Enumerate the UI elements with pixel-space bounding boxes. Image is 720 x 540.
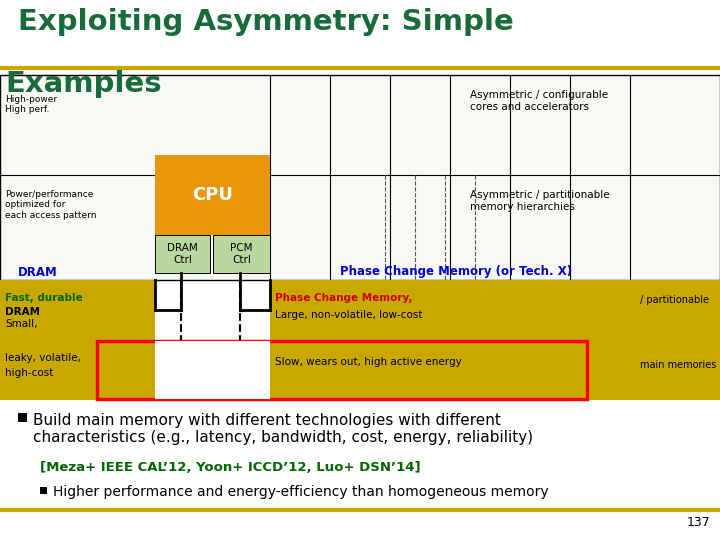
Text: Small,: Small, <box>5 319 37 329</box>
Bar <box>18 413 27 422</box>
Text: DRAM: DRAM <box>18 266 58 279</box>
Text: Examples: Examples <box>5 70 161 98</box>
Text: Large, non-volatile, low-cost: Large, non-volatile, low-cost <box>275 310 423 320</box>
Text: DRAM
Ctrl: DRAM Ctrl <box>167 243 198 265</box>
Bar <box>155 341 270 399</box>
Text: high-cost: high-cost <box>5 368 53 378</box>
Bar <box>40 487 47 494</box>
Text: DRAM: DRAM <box>5 307 40 317</box>
Text: [Meza+ IEEE CAL’12, Yoon+ ICCD’12, Luo+ DSN’14]: [Meza+ IEEE CAL’12, Yoon+ ICCD’12, Luo+ … <box>40 461 420 474</box>
Text: PCM
Ctrl: PCM Ctrl <box>230 243 253 265</box>
Text: Exploiting Asymmetry: Simple: Exploiting Asymmetry: Simple <box>18 8 514 36</box>
Text: Power/performance
optimized for
each access pattern: Power/performance optimized for each acc… <box>5 190 96 220</box>
Text: Phase Change Memory,: Phase Change Memory, <box>275 293 413 303</box>
Text: High-power
High perf.: High-power High perf. <box>5 95 57 114</box>
Text: CPU: CPU <box>192 186 233 204</box>
Text: Slow, wears out, high active energy: Slow, wears out, high active energy <box>275 357 462 367</box>
Bar <box>155 235 210 273</box>
Bar <box>0 280 155 345</box>
Text: leaky, volatile,: leaky, volatile, <box>5 353 81 363</box>
Bar <box>97 341 587 399</box>
Text: 137: 137 <box>686 516 710 529</box>
Bar <box>0 345 155 400</box>
Bar <box>270 345 720 400</box>
Bar <box>0 75 720 280</box>
Text: Phase Change Memory (or Tech. X): Phase Change Memory (or Tech. X) <box>340 266 572 279</box>
Bar <box>213 235 270 273</box>
Text: Fast, durable: Fast, durable <box>5 293 83 303</box>
Text: Build main memory with different technologies with different
characteristics (e.: Build main memory with different technol… <box>33 413 533 446</box>
Text: / partitionable: / partitionable <box>640 295 709 305</box>
Text: Asymmetric / partitionable
memory hierarchies: Asymmetric / partitionable memory hierar… <box>470 190 610 212</box>
Bar <box>155 155 270 235</box>
Text: Higher performance and energy-efficiency than homogeneous memory: Higher performance and energy-efficiency… <box>53 485 549 499</box>
Bar <box>270 280 720 345</box>
Text: Asymmetric / configurable
cores and accelerators: Asymmetric / configurable cores and acce… <box>470 90 608 112</box>
Text: main memories: main memories <box>640 360 716 370</box>
